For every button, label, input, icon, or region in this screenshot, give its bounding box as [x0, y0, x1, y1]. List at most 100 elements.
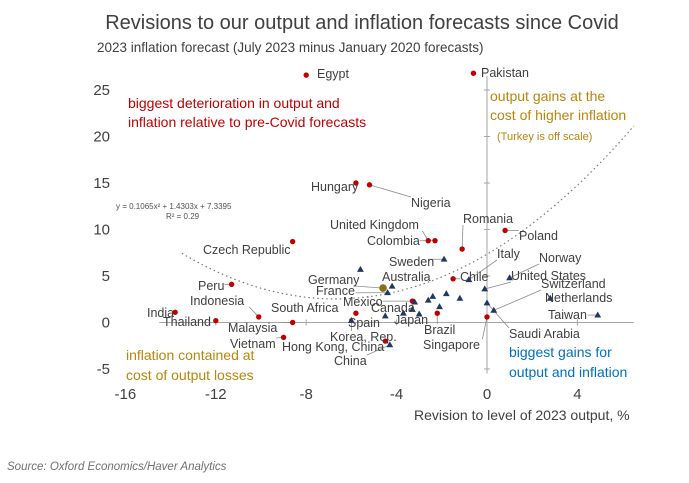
norway-label: Norway: [539, 251, 582, 265]
x-tick-label: 4: [573, 386, 581, 403]
spain-label: Spain: [348, 316, 380, 330]
italy-leader: [468, 259, 498, 281]
chart-title: Revisions to our output and inflation fo…: [105, 12, 619, 34]
switzerland-leader: [493, 289, 542, 311]
nigeria-leader: [369, 184, 412, 198]
vietnam-label: Vietnam: [230, 337, 276, 351]
chile-label: Chile: [460, 270, 489, 284]
czech-republic-label: Czech Republic: [203, 243, 291, 257]
hong-kong-china-label: Hong Kong, China: [282, 340, 384, 354]
trend-r2: R² = 0.29: [166, 212, 200, 221]
unlabeled-point: [415, 310, 423, 317]
australia-label: Australia: [382, 270, 431, 284]
trend-equation: y = 0.1065x² + 1.4303x + 7.3395: [116, 202, 232, 211]
canada-label: Canada: [371, 301, 415, 315]
brazil-label: Brazil: [424, 323, 455, 337]
hungary-point: [353, 180, 359, 186]
south-africa-point: [353, 310, 359, 316]
unlabeled-point: [429, 292, 437, 299]
norway-leader: [509, 263, 540, 279]
trendline: [181, 125, 635, 300]
united-kingdom-point: [425, 237, 431, 244]
y-tick-label: -5: [97, 361, 110, 378]
germany-point: [379, 284, 387, 292]
taiwan-point: [594, 311, 602, 318]
annotation-bottom-left-1: inflation contained at: [126, 347, 255, 363]
japan-label: Japan: [394, 313, 428, 327]
y-tick-label: 20: [93, 129, 110, 146]
nigeria-point: [366, 182, 373, 188]
colombia-point: [432, 237, 438, 244]
annotation-top-right-2: cost of higher inflation: [490, 107, 626, 123]
y-tick-label: 0: [102, 315, 110, 332]
japan-point: [409, 305, 416, 312]
unlabeled-point: [399, 309, 407, 316]
china-leader: [366, 344, 390, 356]
mexico-label: Mexico: [343, 295, 383, 309]
y-axis-label: 2023 inflation forecast (July 2023 minus…: [97, 40, 483, 55]
sweden-point: [440, 255, 448, 262]
data-points: [172, 70, 602, 348]
saudi-arabia-label: Saudi Arabia: [509, 327, 580, 341]
hungary-label: Hungary: [311, 180, 359, 194]
china-label: China: [334, 354, 367, 368]
y-tick-label: 5: [102, 268, 110, 285]
thailand-point: [213, 317, 219, 324]
annotation-top-right-1: output gains at the: [490, 88, 605, 104]
x-tick-label: -8: [300, 386, 313, 403]
annotation-top-left-2: inflation relative to pre-Covid forecast…: [128, 114, 366, 130]
axis-tick-marks: [215, 89, 578, 370]
france-point: [384, 289, 391, 296]
y-tick-labels: -5 0 5 10 15 20 25: [93, 82, 110, 378]
malaysia-point: [289, 319, 296, 326]
south-africa-label: South Africa: [271, 301, 338, 315]
sweden-label: Sweden: [389, 255, 434, 269]
korea-rep-label: Korea, Rep.: [330, 330, 397, 344]
switzerland-label: Switzerland: [541, 277, 606, 291]
annotation-top-left-1: biggest deterioration in output and: [128, 95, 340, 111]
india-point: [172, 309, 178, 315]
netherlands-point: [546, 294, 554, 301]
x-tick-labels: -16 -12 -8 -4 0 4: [115, 386, 582, 403]
unlabeled-point: [456, 294, 464, 301]
unlabeled-point: [357, 265, 364, 272]
saudi-arabia-point: [483, 299, 491, 306]
pakistan-point: [470, 70, 477, 76]
italy-point: [465, 276, 473, 283]
singapore-point: [484, 314, 490, 320]
indonesia-point: [256, 314, 262, 320]
united-states-leader: [484, 281, 512, 290]
annotation-turkey: (Turkey is off scale): [497, 131, 592, 143]
nigeria-label: Nigeria: [411, 196, 451, 210]
italy-label: Italy: [497, 247, 521, 261]
annotation-bottom-right-2: output and inflation: [509, 364, 627, 380]
saudi-arabia-leader: [486, 302, 510, 329]
poland-point: [502, 227, 508, 234]
korea-rep-point: [348, 317, 355, 324]
canada-point: [411, 298, 419, 305]
unlabeled-point: [424, 296, 432, 303]
peru-point: [228, 281, 235, 288]
peru-label: Peru: [198, 279, 224, 293]
chile-point: [450, 276, 456, 282]
singapore-leader: [482, 316, 488, 340]
malaysia-label: Malaysia: [228, 321, 277, 335]
x-tick-label: -12: [205, 386, 227, 403]
x-tick-label: -4: [390, 386, 403, 403]
brazil-point: [434, 310, 440, 316]
norway-point: [506, 274, 513, 281]
germany-leader: [354, 285, 384, 289]
france-label: France: [316, 284, 355, 298]
egypt-label: Egypt: [317, 67, 349, 81]
netherlands-label: Netherlands: [545, 291, 612, 305]
x-tick-label: -16: [115, 386, 137, 403]
germany-label: Germany: [308, 273, 360, 287]
singapore-label: Singapore: [423, 338, 480, 352]
annotation-bottom-left-2: cost of output losses: [126, 367, 254, 383]
australia-point: [388, 282, 396, 289]
vietnam-point: [280, 334, 287, 341]
romania-label: Romania: [463, 212, 513, 226]
spain-point: [381, 312, 389, 319]
point-labels: Egypt Pakistan Hungary Nigeria United Kingdo…: [147, 66, 612, 368]
